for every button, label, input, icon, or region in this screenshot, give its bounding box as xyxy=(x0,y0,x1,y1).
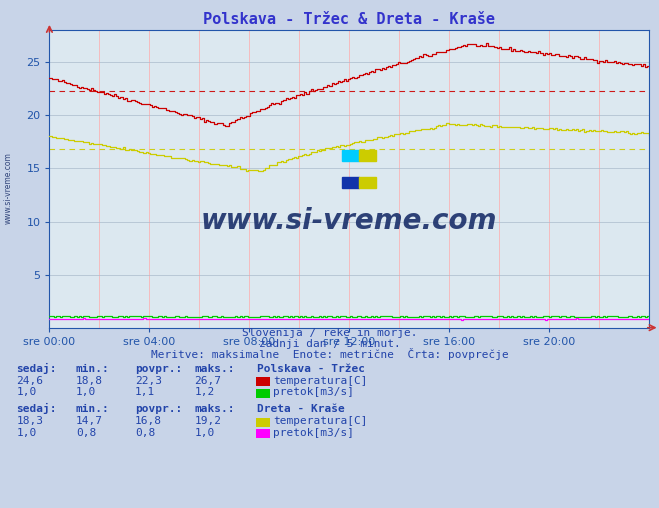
Text: 16,8: 16,8 xyxy=(135,416,162,426)
Text: Slovenija / reke in morje.: Slovenija / reke in morje. xyxy=(242,328,417,338)
Text: Polskava - Tržec: Polskava - Tržec xyxy=(257,364,365,374)
Text: pretok[m3/s]: pretok[m3/s] xyxy=(273,428,355,438)
Text: 1,0: 1,0 xyxy=(16,428,37,438)
Text: 1,0: 1,0 xyxy=(16,387,37,397)
Text: Meritve: maksimalne  Enote: metrične  Črta: povprečje: Meritve: maksimalne Enote: metrične Črta… xyxy=(151,348,508,360)
Text: 22,3: 22,3 xyxy=(135,375,162,386)
Text: povpr.:: povpr.: xyxy=(135,364,183,374)
Text: 0,8: 0,8 xyxy=(76,428,96,438)
Text: pretok[m3/s]: pretok[m3/s] xyxy=(273,387,355,397)
Text: sedaj:: sedaj: xyxy=(16,403,57,415)
Text: Dreta - Kraše: Dreta - Kraše xyxy=(257,404,345,415)
Text: 1,2: 1,2 xyxy=(194,387,215,397)
Text: 14,7: 14,7 xyxy=(76,416,103,426)
Text: 18,3: 18,3 xyxy=(16,416,43,426)
Title: Polskava - Tržec & Dreta - Kraše: Polskava - Tržec & Dreta - Kraše xyxy=(203,12,496,26)
Bar xyxy=(342,150,359,161)
Text: povpr.:: povpr.: xyxy=(135,404,183,415)
Text: min.:: min.: xyxy=(76,364,109,374)
Text: sedaj:: sedaj: xyxy=(16,363,57,374)
Text: 18,8: 18,8 xyxy=(76,375,103,386)
Text: www.si-vreme.com: www.si-vreme.com xyxy=(201,207,498,235)
Text: maks.:: maks.: xyxy=(194,364,235,374)
Text: temperatura[C]: temperatura[C] xyxy=(273,375,368,386)
Text: 1,1: 1,1 xyxy=(135,387,156,397)
Text: www.si-vreme.com: www.si-vreme.com xyxy=(3,152,13,224)
Text: 1,0: 1,0 xyxy=(194,428,215,438)
Bar xyxy=(359,150,376,161)
Text: 26,7: 26,7 xyxy=(194,375,221,386)
Text: 0,8: 0,8 xyxy=(135,428,156,438)
Text: min.:: min.: xyxy=(76,404,109,415)
Bar xyxy=(359,177,376,188)
Text: 1,0: 1,0 xyxy=(76,387,96,397)
Text: 24,6: 24,6 xyxy=(16,375,43,386)
Text: temperatura[C]: temperatura[C] xyxy=(273,416,368,426)
Text: 19,2: 19,2 xyxy=(194,416,221,426)
Text: zadnji dan / 5 minut.: zadnji dan / 5 minut. xyxy=(258,339,401,350)
Bar xyxy=(342,177,359,188)
Text: maks.:: maks.: xyxy=(194,404,235,415)
